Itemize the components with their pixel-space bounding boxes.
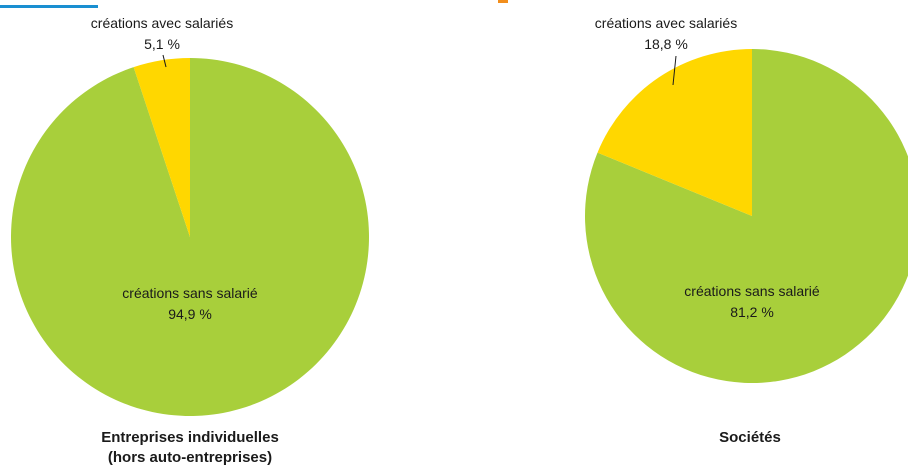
pie-1-value-sans: 94,9 %	[168, 306, 212, 322]
pie-2-leader-line	[672, 55, 677, 86]
header-rule	[0, 5, 98, 8]
pie-1-value-avec: 5,1 %	[144, 36, 180, 52]
header-rule-accent	[498, 0, 508, 3]
pie-1-label-avec: créations avec salariés	[91, 15, 233, 31]
pie-1-title: Entreprises individuelles (hors auto-ent…	[101, 429, 279, 466]
pie-2-label-avec: créations avec salariés	[595, 15, 737, 31]
pie-2-label-sans: créations sans salarié	[684, 283, 820, 299]
pie-2-title: Sociétés	[719, 429, 781, 446]
pie-1-leader-line	[162, 54, 167, 68]
pie-2-value-avec: 18,8 %	[644, 36, 688, 52]
pie-2-value-sans: 81,2 %	[730, 304, 774, 320]
pie-2-slice-avec-salaries	[597, 49, 752, 216]
pie-1-slice-avec-salaries	[133, 58, 190, 237]
pie-1-label-sans: créations sans salarié	[122, 285, 258, 301]
pie-2-slice-sans-salarie	[585, 49, 908, 383]
